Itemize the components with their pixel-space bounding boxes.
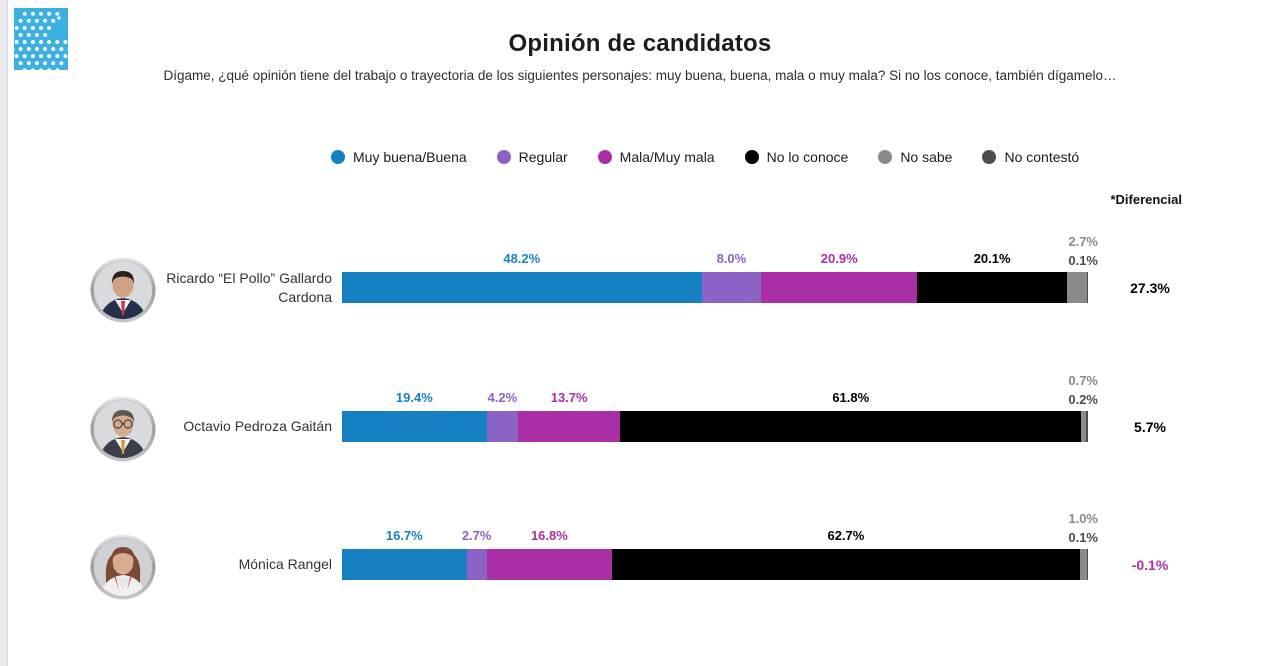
legend-item-label: No sabe bbox=[900, 149, 953, 165]
segment-value-label-small: 0.1% bbox=[1068, 253, 1098, 268]
candidate-name: Octavio Pedroza Gaitán bbox=[183, 418, 332, 435]
candidate-name: Ricardo “El Pollo” Gallardo Cardona bbox=[166, 270, 332, 305]
segment-value-label-small: 0.7% bbox=[1068, 373, 1098, 388]
legend-dot-icon bbox=[331, 150, 345, 164]
segment-value-label: 61.8% bbox=[832, 390, 870, 405]
bar-segment-muy-buena-buena bbox=[342, 272, 702, 303]
candidate-name: Mónica Rangel bbox=[238, 556, 332, 573]
legend: Muy buena/Buena Regular Mala/Muy mala No lo… bbox=[331, 148, 1079, 166]
legend-item-label: Mala/Muy mala bbox=[619, 149, 715, 165]
candidate-avatar bbox=[90, 534, 156, 605]
legend-dot-icon bbox=[496, 150, 511, 164]
differential-header: *Diferencial bbox=[1110, 192, 1182, 207]
segment-value-label: 20.1% bbox=[973, 251, 1011, 266]
bar-segment-no-sabe bbox=[1067, 272, 1088, 303]
differential-value: 5.7% bbox=[1134, 419, 1166, 435]
segment-value-label: 19.4% bbox=[395, 390, 433, 405]
segment-value-label: 16.7% bbox=[385, 528, 423, 543]
segment-value-label: 4.2% bbox=[487, 390, 518, 405]
bar-segment-mala-muy-mala bbox=[518, 411, 621, 442]
bar-segment-no-contest- bbox=[1086, 411, 1088, 442]
page-title: Opinión de candidatos bbox=[508, 30, 772, 57]
bar-segment-no-contest- bbox=[1087, 272, 1088, 303]
legend-item-3: No lo conoce bbox=[744, 149, 849, 165]
segment-value-label: 48.2% bbox=[503, 251, 541, 266]
bar-segment-no-lo-conoce bbox=[917, 272, 1068, 303]
segment-value-label-small: 0.2% bbox=[1068, 392, 1098, 407]
opinion-stacked-bar bbox=[342, 549, 1088, 580]
legend-dot-icon bbox=[878, 150, 893, 164]
bar-segment-muy-buena-buena bbox=[342, 549, 467, 580]
bar-segment-regular bbox=[701, 272, 762, 303]
differential-value: -0.1% bbox=[1131, 557, 1169, 573]
opinion-stacked-bar bbox=[342, 272, 1088, 303]
bar-segment-no-sabe bbox=[1079, 549, 1088, 580]
differential-value: 27.3% bbox=[1130, 280, 1170, 296]
segment-value-label: 13.7% bbox=[550, 390, 588, 405]
legend-item-label: No contestó bbox=[1004, 149, 1080, 165]
bar-segment-no-lo-conoce bbox=[620, 411, 1082, 442]
legend-dot-icon bbox=[982, 150, 997, 164]
segment-value-label: 20.9% bbox=[820, 251, 858, 266]
bar-segment-mala-muy-mala bbox=[486, 549, 613, 580]
legend-item-2: Mala/Muy mala bbox=[597, 149, 715, 165]
segment-value-label-small: 0.1% bbox=[1068, 530, 1098, 545]
legend-item-label: Muy buena/Buena bbox=[353, 149, 467, 165]
opinion-stacked-bar bbox=[342, 411, 1088, 442]
segment-value-label-small: 2.7% bbox=[1068, 234, 1098, 249]
candidate-avatar bbox=[90, 396, 156, 467]
bar-segment-mala-muy-mala bbox=[761, 272, 918, 303]
legend-dot-icon bbox=[597, 150, 612, 164]
bar-segment-regular bbox=[486, 411, 519, 442]
bar-segment-muy-buena-buena bbox=[342, 411, 487, 442]
segment-value-label: 62.7% bbox=[827, 528, 865, 543]
bar-segment-no-sabe bbox=[1081, 411, 1087, 442]
bar-segment-no-lo-conoce bbox=[612, 549, 1080, 580]
legend-item-label: Regular bbox=[518, 149, 568, 165]
legend-item-5: No contestó bbox=[982, 149, 1079, 165]
segment-value-label: 16.8% bbox=[530, 528, 568, 543]
segment-value-label: 8.0% bbox=[716, 251, 747, 266]
bar-segment-regular bbox=[466, 549, 487, 580]
segment-value-label-small: 1.0% bbox=[1068, 511, 1098, 526]
bar-segment-no-contest- bbox=[1087, 549, 1088, 580]
legend-item-0: Muy buena/Buena bbox=[331, 149, 467, 165]
legend-item-1: Regular bbox=[496, 149, 568, 165]
candidate-avatar bbox=[90, 257, 156, 328]
segment-value-label: 2.7% bbox=[461, 528, 492, 543]
legend-dot-icon bbox=[744, 150, 759, 164]
legend-item-4: No sabe bbox=[878, 149, 952, 165]
legend-item-label: No lo conoce bbox=[766, 149, 849, 165]
page-subtitle: Dígame, ¿qué opinión tiene del trabajo o… bbox=[163, 68, 1117, 83]
left-gutter bbox=[0, 0, 8, 666]
